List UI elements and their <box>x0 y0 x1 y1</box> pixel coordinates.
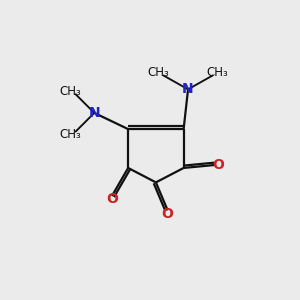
Text: CH₃: CH₃ <box>148 66 169 80</box>
Text: N: N <box>182 82 194 96</box>
Text: O: O <box>212 158 224 172</box>
Text: N: N <box>88 106 100 120</box>
Text: CH₃: CH₃ <box>207 66 228 80</box>
Text: O: O <box>106 193 118 206</box>
Text: CH₃: CH₃ <box>60 128 82 141</box>
Text: O: O <box>162 207 174 221</box>
Text: CH₃: CH₃ <box>60 85 82 98</box>
